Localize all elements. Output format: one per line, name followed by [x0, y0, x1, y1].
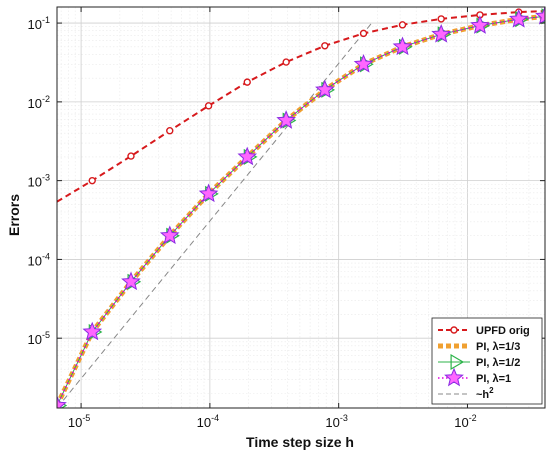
legend: UPFD orig PI, λ=1/3 PI, λ=1/2 PI, λ=1~h2 — [431, 317, 543, 405]
pi1-point — [198, 183, 219, 203]
legend-entry: PI, λ=1/3 — [438, 341, 520, 353]
tick-labels: 10-5 10-4 10-3 10-2 10-5 10-4 10-3 10-2 10-1 — [28, 15, 477, 430]
legend-entry: UPFD orig — [438, 325, 530, 337]
upfd-point — [204, 102, 213, 110]
pi1-point — [535, 7, 545, 25]
upfd-point — [282, 58, 290, 66]
pi1-point — [392, 36, 413, 56]
pi1-point — [353, 53, 374, 73]
pi1-point — [508, 8, 529, 28]
upfd-point — [243, 78, 251, 86]
legend-label: PI, λ=1/3 — [476, 341, 520, 353]
pi1-point — [431, 23, 451, 43]
x-axis-label: Time step size h — [246, 434, 354, 450]
upfd-point — [437, 15, 445, 23]
legend-entry: PI, λ=1 — [438, 367, 511, 387]
legend-marker-pi12 — [450, 353, 465, 371]
y-tick-label: 10-5 — [28, 330, 50, 347]
upfd-point — [88, 176, 96, 185]
upfd-point — [359, 29, 368, 38]
upfd-point — [166, 127, 174, 135]
upfd-point — [398, 21, 407, 29]
x-tick-label: 10-5 — [68, 413, 90, 430]
axes-frame — [56, 6, 546, 409]
series-upfd-line — [57, 10, 545, 203]
upfd-point — [321, 42, 329, 50]
grid — [57, 7, 546, 408]
pi1-point — [121, 271, 141, 291]
x-tick-label: 10-3 — [325, 413, 347, 430]
legend-label: PI, λ=1/2 — [476, 357, 520, 369]
legend-entry: ~h2 — [438, 386, 494, 401]
legend-label: UPFD orig — [476, 325, 530, 337]
legend-label: ~h2 — [476, 386, 494, 401]
series-layer — [57, 7, 545, 408]
pi1-point — [470, 15, 490, 34]
pi1-point — [159, 225, 180, 245]
series-pi1-line — [57, 15, 545, 406]
legend-label: PI, λ=1 — [476, 373, 511, 385]
y-tick-label: 10-2 — [28, 94, 50, 111]
legend-marker-pi1 — [444, 367, 464, 387]
legend-entry: PI, λ=1/2 — [438, 353, 520, 371]
y-tick-label: 10-4 — [28, 251, 50, 268]
legend-marker-upfd — [450, 326, 458, 334]
pi1-point — [276, 110, 296, 129]
pi1-point — [82, 321, 103, 341]
y-tick-label: 10-1 — [28, 15, 50, 32]
pi1-point — [237, 146, 258, 166]
upfd-point — [127, 152, 135, 160]
x-tick-label: 10-4 — [197, 413, 219, 430]
pi1-point — [315, 79, 335, 99]
legend-box — [431, 317, 543, 405]
series-h2-line — [57, 21, 374, 408]
pi1-point — [57, 395, 67, 408]
y-tick-label: 10-3 — [28, 173, 50, 190]
y-axis-label: Errors — [6, 194, 22, 236]
x-tick-label: 10-2 — [454, 413, 476, 430]
